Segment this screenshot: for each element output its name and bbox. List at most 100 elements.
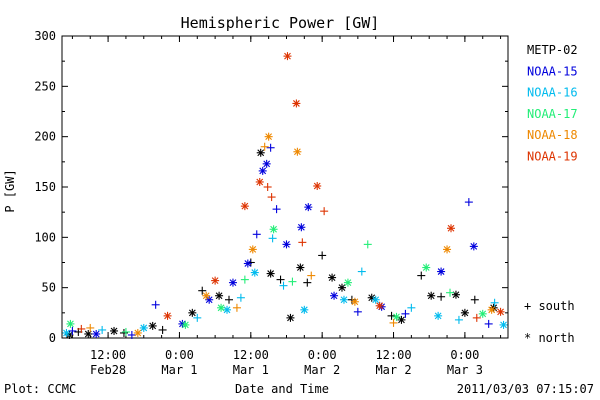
y-axis-label: P [GW]: [3, 169, 17, 212]
north-point: [66, 319, 75, 328]
legend: METP-02 NOAA-15 NOAA-16 NOAA-17 NOAA-18 NOAA-…: [527, 43, 578, 164]
south-point: [437, 292, 446, 301]
north-point: [133, 328, 142, 337]
south-point: [470, 295, 479, 304]
north-point: [62, 328, 71, 337]
south-point: [401, 309, 410, 318]
north-point: [258, 166, 267, 175]
south-point: [318, 251, 327, 260]
south-point: [86, 323, 95, 332]
north-point: [205, 295, 214, 304]
x-tick-date-label: Mar 1: [161, 363, 197, 377]
north-point: [460, 308, 469, 317]
south-point: [387, 311, 396, 320]
south-point: [417, 271, 426, 280]
north-point: [211, 276, 220, 285]
south-point: [279, 281, 288, 290]
north-point: [202, 291, 211, 300]
north-point: [337, 283, 346, 292]
south-point: [357, 267, 366, 276]
north-point: [255, 177, 264, 186]
north-point: [282, 240, 291, 249]
south-point: [198, 286, 207, 295]
north-point: [375, 301, 384, 310]
legend-entry: NOAA-19: [527, 150, 578, 164]
north-point: [250, 268, 259, 277]
x-tick-time-label: 0:00: [450, 348, 479, 362]
legend-entry: METP-02: [527, 43, 578, 57]
south-point: [298, 238, 307, 247]
x-axis-label: Date and Time: [235, 382, 329, 396]
south-point: [77, 324, 86, 333]
south-point: [320, 207, 329, 216]
y-tick-label: 200: [34, 130, 56, 144]
north-point: [217, 303, 226, 312]
north-point: [293, 147, 302, 156]
south-point: [272, 205, 281, 214]
north-point: [223, 305, 232, 314]
plot-source: Plot: CCMC: [4, 382, 76, 396]
south-point: [353, 307, 362, 316]
north-point: [350, 297, 359, 306]
data-points: [62, 52, 508, 339]
south-point: [193, 313, 202, 322]
north-point: [84, 329, 93, 338]
north-point: [422, 263, 431, 272]
south-point: [472, 313, 481, 322]
north-point: [266, 269, 275, 278]
plot-axes: [61, 35, 509, 339]
x-tick-time-label: 0:00: [308, 348, 337, 362]
legend-entry: NOAA-15: [527, 64, 578, 78]
south-point: [389, 318, 398, 327]
south-point: [232, 303, 241, 312]
north-point: [139, 323, 148, 332]
north-point: [427, 291, 436, 300]
south-point: [240, 275, 249, 284]
y-tick-label: 250: [34, 79, 56, 93]
x-tick-date-label: Mar 2: [304, 363, 340, 377]
south-point: [236, 293, 245, 302]
south-point: [307, 271, 316, 280]
north-point: [443, 245, 452, 254]
north-point: [487, 305, 496, 314]
y-tick-label: 300: [34, 29, 56, 43]
north-point: [499, 320, 508, 329]
north-point: [330, 291, 339, 300]
north-point: [339, 295, 348, 304]
south-point: [121, 327, 130, 336]
north-point: [269, 225, 278, 234]
x-tick-date-label: Feb28: [90, 363, 126, 377]
x-tick-date-label: Mar 3: [447, 363, 483, 377]
y-tick-label: 50: [42, 281, 56, 295]
y-axis-ticks: 0 50 100 150 200 250 300: [34, 29, 508, 345]
south-point: [490, 298, 499, 307]
plot-timestamp: 2011/03/03 07:15:07: [457, 382, 594, 396]
north-point: [110, 326, 119, 335]
x-tick-time-label: 12:00: [375, 348, 411, 362]
north-point: [343, 278, 352, 287]
north-point: [300, 305, 309, 314]
marker-key-north: * north: [524, 331, 575, 345]
north-point: [283, 52, 292, 61]
north-point: [264, 132, 273, 141]
north-point: [256, 148, 265, 157]
north-point: [313, 181, 322, 190]
legend-entry: NOAA-17: [527, 107, 578, 121]
x-tick-time-label: 12:00: [90, 348, 126, 362]
south-point: [119, 328, 128, 337]
south-point: [260, 142, 269, 151]
north-point: [292, 99, 301, 108]
south-point: [267, 193, 276, 202]
x-tick-time-label: 0:00: [165, 348, 194, 362]
north-point: [243, 259, 252, 268]
north-point: [328, 273, 337, 282]
north-point: [262, 159, 271, 168]
north-point: [215, 291, 224, 300]
north-point: [296, 263, 305, 272]
north-point: [371, 295, 380, 304]
north-point: [286, 313, 295, 322]
north-point: [181, 320, 190, 329]
north-point: [188, 308, 197, 317]
chart-title: Hemispheric Power [GW]: [181, 14, 380, 32]
